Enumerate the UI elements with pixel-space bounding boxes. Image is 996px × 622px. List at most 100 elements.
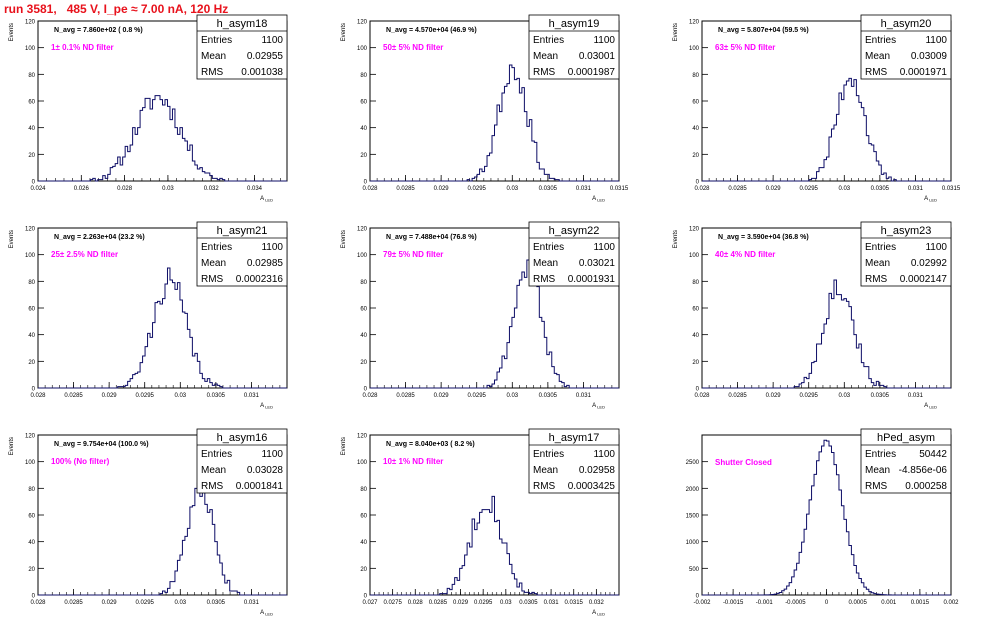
y-tick-label: 0 (696, 180, 700, 186)
stats-box (528, 221, 620, 287)
stats-value: 0.0001841 (236, 481, 284, 492)
stats-value: 0.02992 (911, 258, 948, 269)
histogram-line (38, 475, 287, 596)
histogram-line (38, 95, 287, 182)
stats-label: RMS (533, 481, 556, 492)
filter-label: Shutter Closed (715, 458, 772, 467)
stats-label: Mean (865, 51, 890, 62)
x-axis-title: A LED (592, 196, 605, 203)
stats-label: Entries (865, 242, 896, 253)
x-tick-label: 0.03 (506, 186, 518, 192)
y-axis-title: Events (341, 437, 347, 455)
y-tick-label: 100 (689, 253, 700, 259)
x-tick-label: 0.0285 (728, 186, 747, 192)
stats-value: 0.02955 (247, 51, 284, 62)
y-tick-label: 40 (360, 540, 367, 546)
x-tick-label: -0.0015 (723, 600, 744, 606)
x-tick-label: 0.0285 (64, 393, 83, 399)
stats-value: 1100 (593, 449, 615, 460)
stats-label: RMS (201, 274, 224, 285)
x-tick-label: 0.03 (174, 600, 186, 606)
stats-value: 0.000258 (905, 481, 947, 492)
x-axis-title: A LED (924, 403, 937, 410)
x-axis-title: A LED (260, 196, 273, 203)
stats-label: RMS (533, 274, 556, 285)
x-tick-label: 0.032 (204, 186, 220, 192)
n-avg-label: N_avg = 5.807e+04 (59.5 %) (718, 27, 809, 34)
x-tick-label: 0.001 (881, 600, 897, 606)
x-tick-label: 0.0295 (136, 600, 155, 606)
stats-label: RMS (865, 67, 888, 78)
y-tick-label: 60 (28, 100, 35, 106)
x-tick-label: 0.028 (362, 186, 378, 192)
stats-box (528, 14, 620, 80)
filter-label: 25± 2.5% ND filter (51, 250, 118, 259)
y-tick-label: 1500 (686, 514, 700, 520)
x-tick-label: 0.0315 (565, 600, 584, 606)
stats-label: Mean (533, 51, 558, 62)
x-tick-label: 0.032 (589, 600, 605, 606)
stats-label: RMS (865, 481, 888, 492)
y-tick-label: 60 (692, 307, 699, 313)
y-tick-label: 20 (28, 153, 35, 159)
n-avg-label: N_avg = 2.263e+04 (23.2 %) (54, 234, 145, 241)
stats-box (196, 221, 288, 287)
stats-title: h_asym23 (881, 225, 932, 237)
y-axis-title: Events (9, 437, 15, 455)
filter-label: 79± 5% ND filter (383, 250, 443, 259)
x-tick-label: 0.0305 (871, 186, 890, 192)
y-tick-label: 40 (28, 333, 35, 339)
x-tick-label: -0.001 (756, 600, 774, 606)
stats-label: Entries (201, 449, 232, 460)
stats-label: RMS (533, 67, 556, 78)
n-avg-label: N_avg = 7.860e+02 ( 0.8 %) (54, 27, 143, 34)
x-tick-label: 0.03 (174, 393, 186, 399)
y-tick-label: 120 (357, 20, 368, 26)
stats-title: h_asym16 (217, 432, 268, 444)
y-tick-label: 80 (360, 280, 367, 286)
y-axis-title: Events (673, 230, 679, 248)
x-tick-label: 0.0295 (800, 393, 819, 399)
x-tick-label: 0.0305 (519, 600, 538, 606)
y-tick-label: 120 (357, 227, 368, 233)
y-tick-label: 0 (364, 387, 368, 393)
x-tick-label: 0.03 (500, 600, 512, 606)
stats-value: 0.03009 (911, 51, 948, 62)
x-tick-label: 0.031 (908, 186, 924, 192)
x-tick-label: 0.03 (162, 186, 174, 192)
stats-label: Mean (201, 258, 226, 269)
y-tick-label: 40 (692, 333, 699, 339)
stats-value: 1100 (593, 35, 615, 46)
stats-label: RMS (865, 274, 888, 285)
y-tick-label: 80 (360, 73, 367, 79)
x-tick-label: 0.031 (576, 186, 592, 192)
stats-box (860, 428, 952, 494)
histogram-line (370, 259, 619, 389)
x-axis-title: A LED (924, 196, 937, 203)
filter-label: 40± 4% ND filter (715, 250, 775, 259)
y-tick-label: 80 (692, 73, 699, 79)
stats-title: hPed_asym (877, 432, 935, 444)
y-tick-label: 40 (28, 126, 35, 132)
y-tick-label: 120 (25, 434, 36, 440)
y-tick-label: 120 (689, 20, 700, 26)
stats-value: 50442 (919, 449, 947, 460)
histogram-line (370, 64, 619, 182)
x-tick-label: 0.0275 (383, 600, 402, 606)
x-tick-label: 0.03 (838, 186, 850, 192)
x-tick-label: 0.034 (247, 186, 263, 192)
y-tick-label: 20 (28, 360, 35, 366)
run-title: run 3581, 485 V, I_pe ≈ 7.00 nA, 120 Hz (4, 2, 229, 16)
y-tick-label: 0 (696, 594, 700, 600)
x-tick-label: 0.028 (30, 600, 46, 606)
x-tick-label: 0.031 (908, 393, 924, 399)
panel-h_asym17: 0 20 40 60 80 100 120 0.027 0.0275 0.028 0.0285 0.0… (341, 428, 620, 617)
y-tick-label: 60 (28, 307, 35, 313)
panel-h_asym18: 0 20 40 60 80 100 120 0.024 0.026 0.028 0.03 0.032 0… (9, 14, 288, 203)
y-tick-label: 20 (360, 360, 367, 366)
stats-box (196, 428, 288, 494)
y-tick-label: 40 (360, 333, 367, 339)
stats-label: Entries (533, 449, 564, 460)
y-tick-label: 80 (28, 73, 35, 79)
